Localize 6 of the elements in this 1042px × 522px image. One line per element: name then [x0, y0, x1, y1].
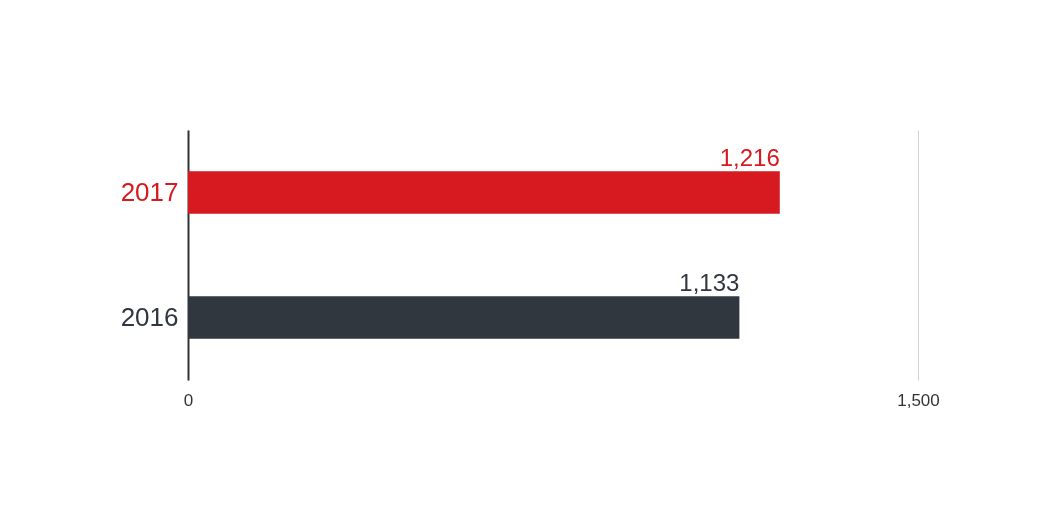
data-label: 1,133 — [679, 268, 740, 296]
x-tick-label: 1,500 — [897, 390, 940, 410]
data-label: 1,216 — [719, 143, 780, 171]
x-tick-label: 0 — [183, 390, 194, 410]
y-tick-label: 2017 — [120, 176, 179, 207]
y-tick-label: 2016 — [120, 301, 179, 332]
